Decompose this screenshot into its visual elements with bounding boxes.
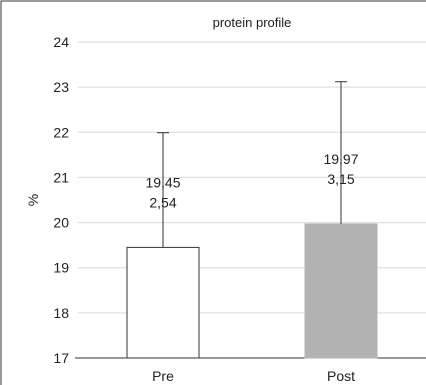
data-labels: 19,45 2,54 19,97 3,15 [145,151,358,210]
y-tick-label: 23 [53,79,69,95]
data-label-mean-post: 19,97 [323,151,358,167]
y-tick-label: 19 [53,260,69,276]
y-tick-label: 17 [53,350,69,366]
bar-pre [126,246,200,359]
y-tick-label: 24 [53,34,69,50]
x-category-label-post: Post [327,368,355,384]
y-tick-label: 21 [53,169,69,185]
error-bars [157,81,347,248]
data-label-mean-pre: 19,45 [145,174,180,190]
y-tick-labels: 17 18 19 20 21 22 23 24 [53,34,69,366]
x-category-labels: Pre Post [152,368,355,384]
y-axis-label: % [25,194,41,206]
bar-post [304,223,378,359]
y-tick-label: 20 [53,215,69,231]
bars [126,223,378,359]
x-category-label-pre: Pre [152,368,174,384]
data-label-sd-pre: 2,54 [149,194,176,210]
y-tick-label: 18 [53,305,69,321]
data-label-sd-post: 3,15 [327,171,354,187]
y-tick-label: 22 [53,124,69,140]
chart-title: protein profile [213,15,292,30]
